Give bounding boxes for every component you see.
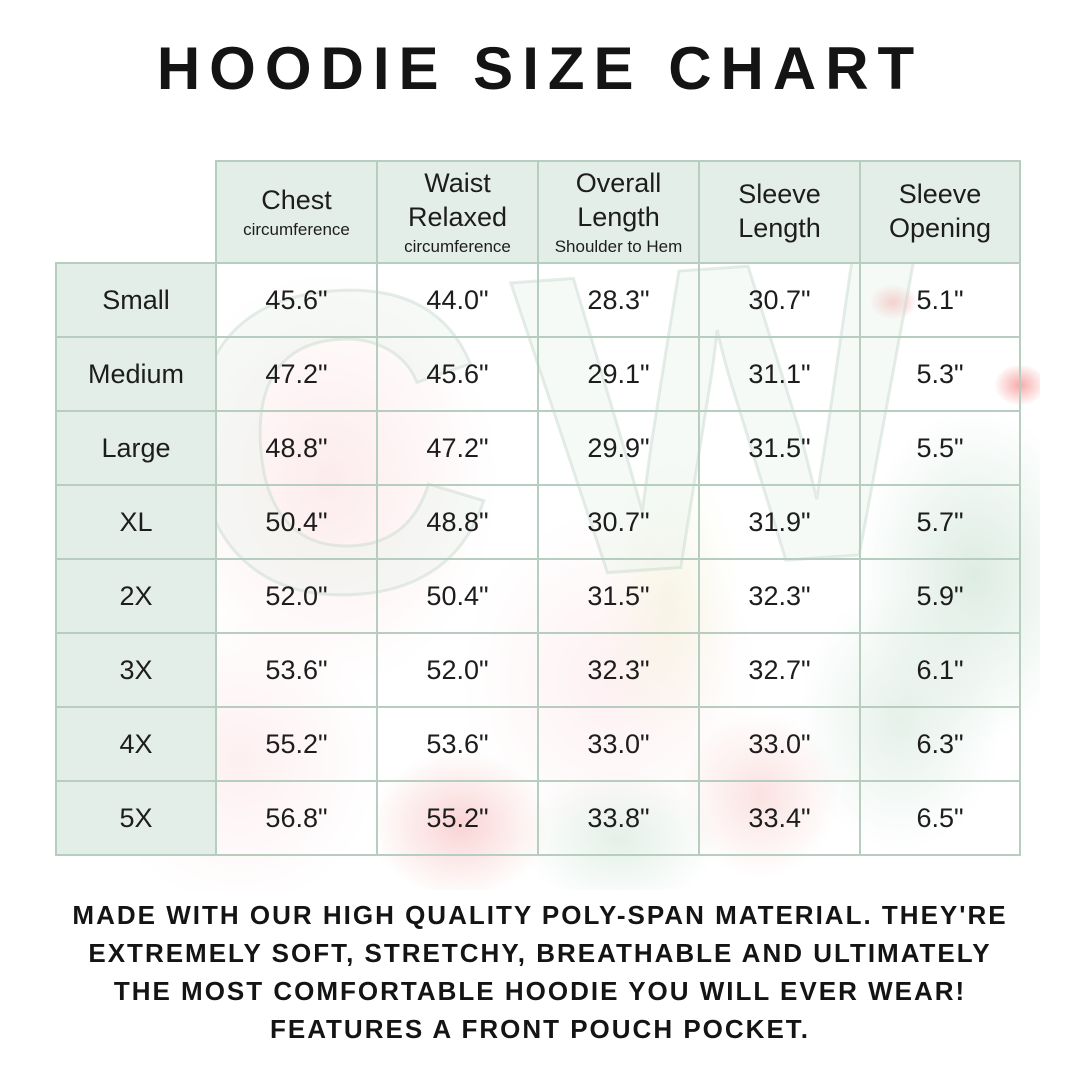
cell-value: 6.1"	[859, 632, 1021, 708]
table-row: Medium 47.2" 45.6" 29.1" 31.1" 5.3"	[55, 336, 1021, 412]
column-header-chest: Chest circumference	[215, 160, 378, 264]
row-label-4x: 4X	[55, 706, 217, 782]
cell-value: 33.4"	[698, 780, 861, 856]
cell-value: 45.6"	[376, 336, 539, 412]
cell-value: 32.3"	[698, 558, 861, 634]
row-label-medium: Medium	[55, 336, 217, 412]
cell-value: 44.0"	[376, 262, 539, 338]
cell-value: 55.2"	[215, 706, 378, 782]
cell-value: 53.6"	[215, 632, 378, 708]
column-label: Overall Length	[575, 168, 662, 232]
cell-value: 31.9"	[698, 484, 861, 560]
column-sublabel: circumference	[243, 219, 350, 239]
cell-value: 53.6"	[376, 706, 539, 782]
cell-value: 30.7"	[537, 484, 700, 560]
column-label: Sleeve Opening	[888, 179, 992, 243]
row-label-large: Large	[55, 410, 217, 486]
page-title: HOODIE SIZE CHART	[156, 35, 924, 102]
size-table: Chest circumference Waist Relaxed circum…	[55, 160, 1021, 856]
cell-value: 33.0"	[698, 706, 861, 782]
cell-value: 47.2"	[215, 336, 378, 412]
description-line: EXTREMELY SOFT, STRETCHY, BREATHABLE AND…	[88, 938, 992, 968]
column-label: Waist Relaxed	[407, 168, 508, 232]
cell-value: 6.3"	[859, 706, 1021, 782]
cell-value: 5.9"	[859, 558, 1021, 634]
cell-value: 47.2"	[376, 410, 539, 486]
cell-value: 45.6"	[215, 262, 378, 338]
cell-value: 5.7"	[859, 484, 1021, 560]
cell-value: 31.5"	[537, 558, 700, 634]
cell-value: 50.4"	[376, 558, 539, 634]
row-label-2x: 2X	[55, 558, 217, 634]
table-row: 4X 55.2" 53.6" 33.0" 33.0" 6.3"	[55, 706, 1021, 782]
cell-value: 29.9"	[537, 410, 700, 486]
column-label: Chest	[261, 184, 332, 215]
cell-value: 48.8"	[376, 484, 539, 560]
row-label-5x: 5X	[55, 780, 217, 856]
row-label-3x: 3X	[55, 632, 217, 708]
column-header-waist: Waist Relaxed circumference	[376, 160, 539, 264]
cell-value: 48.8"	[215, 410, 378, 486]
description-line: THE MOST COMFORTABLE HOODIE YOU WILL EVE…	[113, 976, 967, 1006]
cell-value: 5.1"	[859, 262, 1021, 338]
cell-value: 56.8"	[215, 780, 378, 856]
table-row: 2X 52.0" 50.4" 31.5" 32.3" 5.9"	[55, 558, 1021, 634]
column-header-sleeve-opening: Sleeve Opening	[859, 160, 1021, 264]
cell-value: 33.0"	[537, 706, 700, 782]
cell-value: 29.1"	[537, 336, 700, 412]
description-line: MADE WITH OUR HIGH QUALITY POLY-SPAN MAT…	[72, 900, 1008, 930]
table-row: Small 45.6" 44.0" 28.3" 30.7" 5.1"	[55, 262, 1021, 338]
row-label-small: Small	[55, 262, 217, 338]
cell-value: 6.5"	[859, 780, 1021, 856]
cell-value: 31.1"	[698, 336, 861, 412]
table-row: 5X 56.8" 55.2" 33.8" 33.4" 6.5"	[55, 780, 1021, 856]
table-row: XL 50.4" 48.8" 30.7" 31.9" 5.7"	[55, 484, 1021, 560]
column-label: Sleeve Length	[738, 179, 821, 243]
cell-value: 30.7"	[698, 262, 861, 338]
cell-value: 28.3"	[537, 262, 700, 338]
cell-value: 5.3"	[859, 336, 1021, 412]
column-header-sleeve-length: Sleeve Length	[698, 160, 861, 264]
column-sublabel: Shoulder to Hem	[554, 236, 683, 256]
cell-value: 52.0"	[215, 558, 378, 634]
cell-value: 5.5"	[859, 410, 1021, 486]
row-label-xl: XL	[55, 484, 217, 560]
cell-value: 33.8"	[537, 780, 700, 856]
cell-value: 32.7"	[698, 632, 861, 708]
table-row: Large 48.8" 47.2" 29.9" 31.5" 5.5"	[55, 410, 1021, 486]
description-text: MADE WITH OUR HIGH QUALITY POLY-SPAN MAT…	[0, 896, 1080, 1048]
cell-value: 50.4"	[215, 484, 378, 560]
cell-value: 31.5"	[698, 410, 861, 486]
cell-value: 32.3"	[537, 632, 700, 708]
column-sublabel: circumference	[404, 236, 511, 256]
cell-value: 52.0"	[376, 632, 539, 708]
description-line: FEATURES A FRONT POUCH POCKET.	[269, 1014, 811, 1044]
table-row: 3X 53.6" 52.0" 32.3" 32.7" 6.1"	[55, 632, 1021, 708]
cell-value: 55.2"	[376, 780, 539, 856]
column-header-overall-length: Overall Length Shoulder to Hem	[537, 160, 700, 264]
header-row: Chest circumference Waist Relaxed circum…	[56, 160, 1021, 264]
corner-cell	[56, 161, 217, 264]
